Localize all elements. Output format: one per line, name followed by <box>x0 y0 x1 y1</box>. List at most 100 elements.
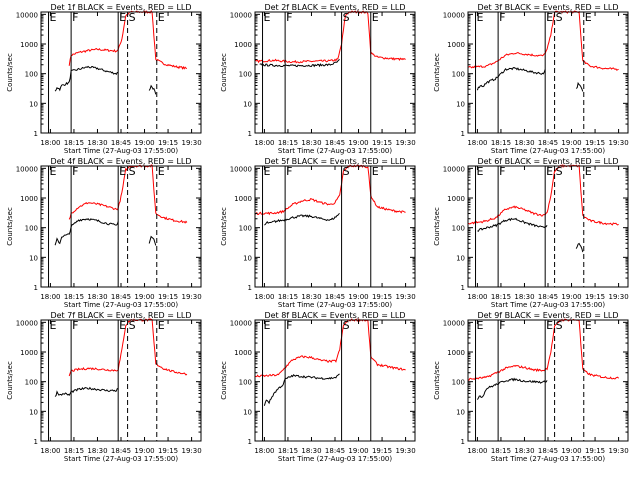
y-tick-label: 10 <box>456 100 465 108</box>
y-tick-label: 10 <box>243 408 252 416</box>
event-marker-label: S <box>343 165 350 178</box>
x-tick-label: 18:15 <box>64 139 84 147</box>
y-tick-label: 100 <box>239 379 252 387</box>
x-tick-label: 19:00 <box>348 447 368 455</box>
event-marker-label: E <box>119 319 126 332</box>
series-line-lld <box>68 9 188 70</box>
x-axis-label: Start Time (27-Aug-03 17:55:00) <box>278 147 392 155</box>
series-line-lld <box>467 318 619 381</box>
x-tick-label: 19:00 <box>561 139 581 147</box>
x-tick-label: 18:00 <box>40 447 60 455</box>
y-axis-label: Counts/sec <box>433 207 441 246</box>
x-tick-label: 18:45 <box>538 139 558 147</box>
y-tick-label: 1000 <box>447 195 465 203</box>
event-marker-label: E <box>585 11 592 24</box>
y-tick-label: 1 <box>461 438 465 446</box>
x-tick-label: 18:00 <box>467 293 487 301</box>
event-marker-label: F <box>286 11 292 24</box>
event-marker-label: S <box>556 165 563 178</box>
axes-frame <box>40 319 202 442</box>
x-tick-label: 18:45 <box>325 293 345 301</box>
event-marker-label: S <box>343 319 350 332</box>
series-line-events <box>148 235 157 246</box>
event-marker-label: E <box>372 165 379 178</box>
series-line-lld <box>468 10 619 71</box>
event-marker-label: E <box>477 319 484 332</box>
y-tick-label: 10 <box>456 408 465 416</box>
y-tick-label: 100 <box>25 379 38 387</box>
y-axis-label: Counts/sec <box>220 53 228 92</box>
axes-frame <box>40 11 202 134</box>
x-axis-label: Start Time (27-Aug-03 17:55:00) <box>278 301 392 309</box>
event-marker-label: E <box>119 11 126 24</box>
event-marker-label: E <box>585 319 592 332</box>
x-tick-label: 18:30 <box>87 447 107 455</box>
event-marker-label: F <box>499 165 505 178</box>
x-axis-label: Start Time (27-Aug-03 17:55:00) <box>491 301 605 309</box>
x-tick-label: 18:30 <box>87 293 107 301</box>
chart-panel-7: E F E S E18:00 18:15 18:30 18:45 19:00 19:15 19:30… <box>6 311 202 463</box>
x-tick-label: 19:00 <box>561 293 581 301</box>
y-tick-label: 100 <box>239 225 252 233</box>
axes-frame <box>40 165 202 288</box>
x-tick-label: 19:30 <box>181 447 201 455</box>
y-tick-label: 10 <box>29 100 38 108</box>
series-line-lld <box>467 163 619 226</box>
event-marker-label: E <box>546 319 553 332</box>
chart-title: Det 2f BLACK = Events, RED = LLD <box>264 3 405 12</box>
y-tick-label: 10000 <box>16 319 38 327</box>
x-tick-label: 18:00 <box>254 139 274 147</box>
chart-panel-9: E F E S E18:00 18:15 18:30 18:45 19:00 19:15 19:30… <box>433 311 629 463</box>
series-line-events <box>477 217 548 232</box>
x-tick-label: 18:30 <box>301 293 321 301</box>
x-tick-label: 19:30 <box>608 293 628 301</box>
series-line-lld <box>254 318 406 378</box>
x-tick-label: 18:45 <box>111 293 131 301</box>
x-tick-label: 18:15 <box>278 447 298 455</box>
event-marker-label: E <box>158 319 165 332</box>
series-line-lld <box>68 318 188 377</box>
y-tick-label: 10000 <box>16 165 38 173</box>
event-marker-label: F <box>286 319 292 332</box>
x-tick-label: 19:30 <box>395 293 415 301</box>
chart-title: Det 9f BLACK = Events, RED = LLD <box>477 311 618 320</box>
x-axis-label: Start Time (27-Aug-03 17:55:00) <box>491 147 605 155</box>
x-axis-label: Start Time (27-Aug-03 17:55:00) <box>64 147 178 155</box>
x-tick-label: 19:30 <box>608 139 628 147</box>
y-tick-label: 100 <box>452 225 465 233</box>
x-tick-label: 19:15 <box>372 447 392 455</box>
event-marker-label: E <box>477 165 484 178</box>
x-tick-label: 19:30 <box>608 447 628 455</box>
x-tick-label: 18:45 <box>325 447 345 455</box>
y-axis-label: Counts/sec <box>6 207 14 246</box>
series-line-events <box>148 84 157 95</box>
y-tick-label: 1000 <box>447 41 465 49</box>
chart-panel-4: E F E S E18:00 18:15 18:30 18:45 19:00 19:15 19:30… <box>6 157 202 309</box>
x-tick-label: 19:30 <box>395 139 415 147</box>
y-axis-label: Counts/sec <box>433 53 441 92</box>
axes-frame <box>467 319 629 442</box>
y-tick-label: 10 <box>243 254 252 262</box>
x-tick-label: 18:30 <box>301 447 321 455</box>
chart-title: Det 1f BLACK = Events, RED = LLD <box>50 3 191 12</box>
x-tick-label: 18:15 <box>491 139 511 147</box>
x-tick-label: 18:15 <box>278 293 298 301</box>
event-marker-label: S <box>129 319 136 332</box>
event-marker-label: E <box>264 319 271 332</box>
x-tick-label: 18:00 <box>467 447 487 455</box>
y-tick-label: 1 <box>461 130 465 138</box>
event-marker-label: S <box>556 319 563 332</box>
y-tick-label: 1000 <box>20 349 38 357</box>
series-line-events <box>263 373 340 406</box>
event-marker-label: E <box>585 165 592 178</box>
event-marker-label: E <box>50 319 57 332</box>
y-tick-label: 100 <box>25 225 38 233</box>
chart-title: Det 6f BLACK = Events, RED = LLD <box>477 157 618 166</box>
y-tick-label: 10000 <box>230 319 252 327</box>
x-tick-label: 18:15 <box>278 139 298 147</box>
series-line-events <box>54 386 119 397</box>
y-tick-label: 100 <box>452 379 465 387</box>
event-marker-label: F <box>499 319 505 332</box>
axes-frame <box>254 11 416 134</box>
